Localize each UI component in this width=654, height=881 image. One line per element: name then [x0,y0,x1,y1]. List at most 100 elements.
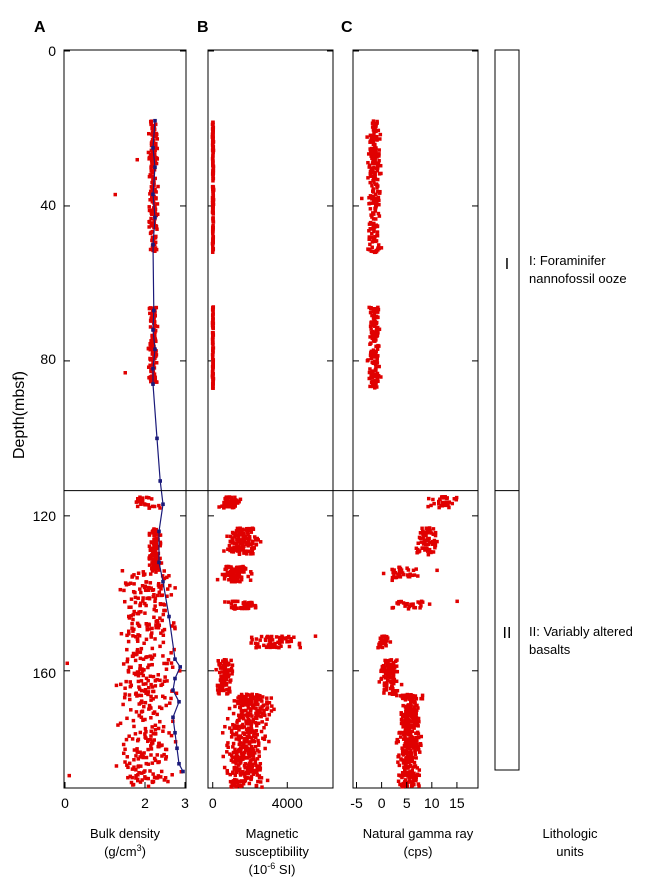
data-point [269,696,274,700]
data-point [143,726,148,731]
data-point [133,595,138,600]
data-point [371,190,376,194]
data-point [238,705,242,710]
data-point [390,606,395,610]
data-point [150,569,155,573]
data-point [411,715,415,719]
data-point [386,674,391,679]
data-point [151,549,155,554]
data-point [157,568,161,572]
data-point [222,765,227,770]
data-point [419,696,423,701]
data-point [253,759,258,764]
data-point [153,351,158,356]
data-point [234,778,239,782]
data-point [367,237,371,241]
data-point [250,539,255,544]
data-point [416,716,421,721]
data-point [368,310,373,315]
line-marker [167,614,171,619]
data-point [244,551,249,555]
data-point [267,739,271,744]
data-point [129,605,133,609]
data-point [372,307,377,311]
data-point [369,249,374,253]
data-point [419,734,424,739]
data-point [384,637,389,642]
data-point [126,629,131,634]
data-point [158,743,163,748]
data-point [251,772,256,776]
data-point [146,738,151,742]
data-point [151,340,156,344]
data-point [438,497,442,502]
data-point [161,729,165,733]
data-point [157,503,161,508]
data-point [244,703,248,707]
data-point [129,780,134,785]
data-point [414,718,418,723]
data-point [375,186,379,190]
data-point [254,542,259,547]
x-tick-label: 2 [141,795,149,811]
data-point [258,768,262,772]
data-point [121,702,125,707]
data-point [242,737,247,741]
data-point [373,239,378,243]
data-point [395,693,399,698]
data-point [211,220,216,224]
data-point [150,180,154,185]
data-point [132,724,136,729]
panel-b: B 0 4000 Magnetic susceptibility (10-6 SI… [197,19,334,877]
data-point [129,597,134,601]
data-point [406,739,410,743]
data-point [235,780,239,785]
data-point [404,738,408,742]
data-point [383,658,387,663]
data-point [392,678,396,682]
data-point [407,719,412,724]
data-point [378,636,383,640]
data-point [255,716,259,721]
data-point [376,189,380,194]
data-point [240,744,244,749]
data-point [153,122,158,127]
data-point [140,583,145,588]
data-point [148,198,152,202]
data-point [227,673,231,678]
x-tick-label: 0 [209,795,217,811]
data-point [150,646,155,651]
data-point [214,667,218,672]
data-point [242,742,246,747]
data-point [161,654,165,658]
data-point [148,572,153,576]
data-point [227,495,232,499]
data-point [231,779,236,783]
data-point [151,155,155,160]
data-point [420,693,425,698]
data-point [153,758,158,763]
data-point [222,663,227,667]
panel-c-xlabel-units: (cps) [404,844,433,859]
data-point [160,754,164,758]
data-point [242,570,246,574]
data-point [242,750,247,755]
data-point [257,645,262,649]
data-point [425,546,429,550]
data-point [135,778,140,783]
data-point [265,702,270,706]
data-point [243,748,248,752]
data-point [366,358,370,362]
data-point [421,542,426,546]
data-point [406,607,411,611]
data-point [368,174,373,179]
data-point [139,688,144,693]
data-point [244,534,248,538]
data-point [443,503,447,508]
data-point [138,656,143,661]
data-point [239,541,243,546]
data-point [233,733,238,737]
data-point [238,767,242,771]
data-point [416,782,421,786]
data-point [394,679,399,684]
